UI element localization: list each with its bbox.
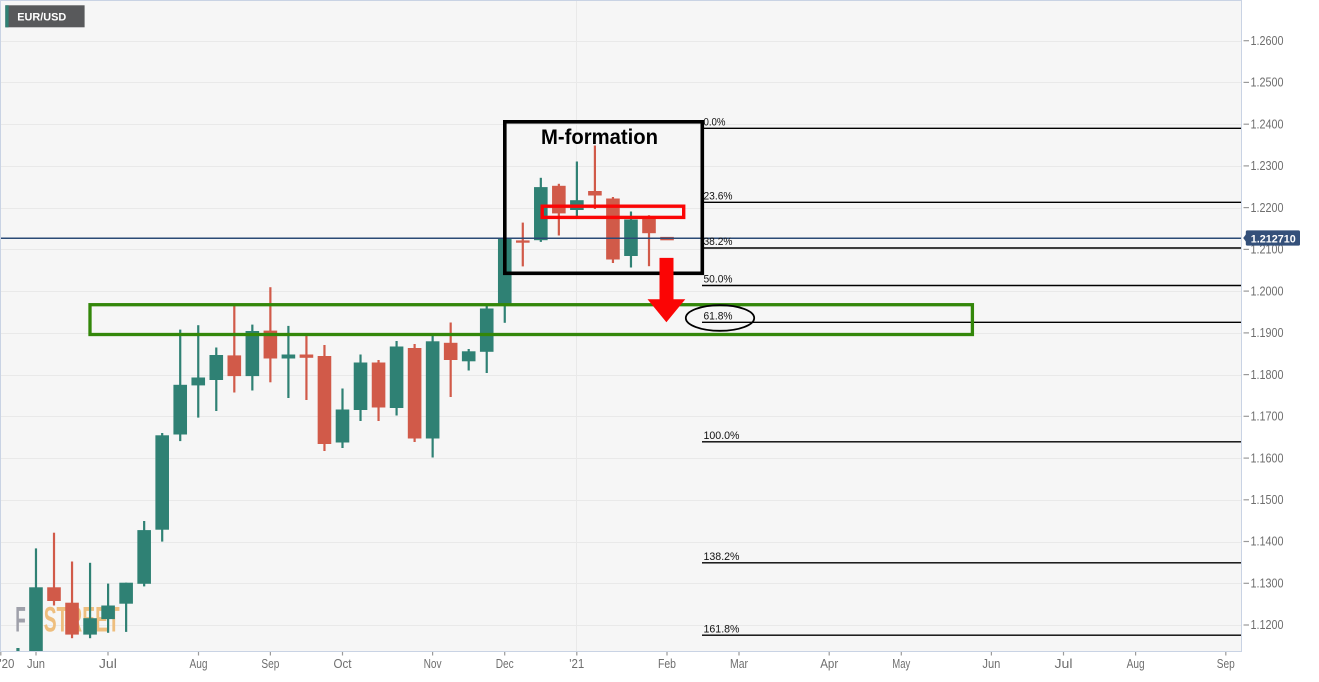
svg-text:1.2200: 1.2200	[1251, 201, 1284, 215]
svg-text:38.2%: 38.2%	[704, 236, 733, 248]
svg-text:1.1900: 1.1900	[1251, 326, 1284, 340]
svg-text:Jul: Jul	[99, 657, 117, 671]
svg-text:61.8%: 61.8%	[704, 311, 733, 323]
svg-text:161.8%: 161.8%	[704, 623, 740, 635]
svg-text:M-formation: M-formation	[541, 126, 658, 149]
svg-text:1.2400: 1.2400	[1251, 117, 1284, 131]
svg-text:1.2500: 1.2500	[1251, 76, 1284, 90]
svg-text:1.1600: 1.1600	[1251, 451, 1284, 465]
svg-text:F: F	[15, 601, 25, 640]
svg-text:1.1400: 1.1400	[1251, 535, 1284, 549]
svg-text:138.2%: 138.2%	[704, 551, 740, 563]
svg-text:Jul: Jul	[1055, 657, 1073, 671]
svg-text:1.2600: 1.2600	[1251, 34, 1284, 48]
svg-text:'21: '21	[569, 657, 584, 671]
svg-text:Apr: Apr	[820, 657, 838, 671]
svg-text:1.1700: 1.1700	[1251, 410, 1284, 424]
svg-text:Nov: Nov	[424, 657, 443, 671]
svg-text:Aug: Aug	[1127, 657, 1145, 671]
svg-text:100.0%: 100.0%	[704, 430, 740, 442]
svg-text:Aug: Aug	[190, 657, 208, 671]
svg-text:Feb: Feb	[658, 657, 676, 671]
svg-text:1.2300: 1.2300	[1251, 159, 1284, 173]
svg-text:0.0%: 0.0%	[704, 117, 726, 129]
svg-text:EUR/USD: EUR/USD	[17, 11, 66, 23]
svg-text:Dec: Dec	[496, 657, 514, 671]
svg-text:1.1200: 1.1200	[1251, 618, 1284, 632]
svg-text:1.1300: 1.1300	[1251, 577, 1284, 591]
svg-text:1.212710: 1.212710	[1251, 233, 1296, 245]
svg-text:Sep: Sep	[261, 657, 279, 671]
svg-text:May: May	[892, 657, 911, 671]
svg-text:'20: '20	[0, 657, 14, 671]
svg-text:Mar: Mar	[730, 657, 748, 671]
svg-text:23.6%: 23.6%	[704, 191, 733, 203]
svg-text:Oct: Oct	[334, 657, 352, 671]
svg-text:50.0%: 50.0%	[704, 274, 733, 286]
svg-text:Sep: Sep	[1217, 657, 1235, 671]
svg-text:1.1500: 1.1500	[1251, 493, 1284, 507]
svg-text:1.2100: 1.2100	[1251, 243, 1284, 257]
svg-text:1.1800: 1.1800	[1251, 368, 1284, 382]
svg-text:Jun: Jun	[27, 657, 45, 671]
svg-text:1.2000: 1.2000	[1251, 284, 1284, 298]
svg-text:Jun: Jun	[982, 657, 1000, 671]
